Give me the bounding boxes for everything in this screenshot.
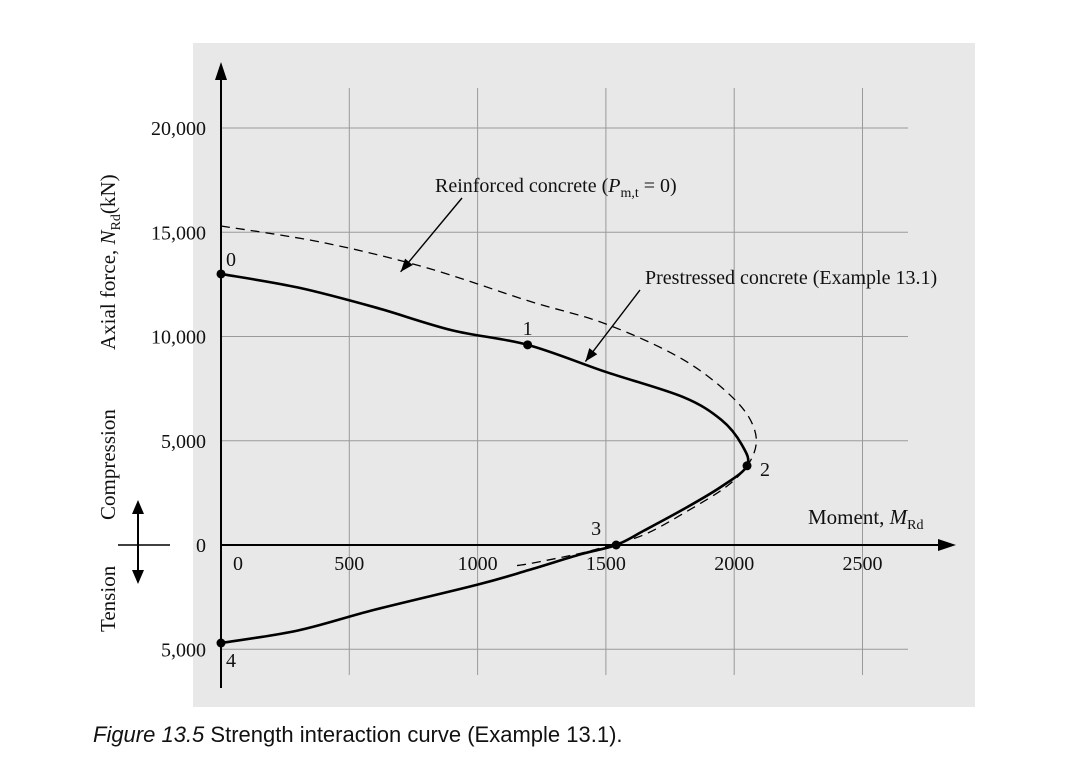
x-tick-label: 0	[233, 553, 243, 575]
axes	[215, 62, 956, 688]
caption-label: Figure 13.5	[93, 722, 205, 747]
x-tick-label: 500	[334, 553, 364, 575]
series-lines	[220, 225, 758, 645]
point-label: 0	[226, 249, 236, 271]
annotation-arrow-pc	[584, 289, 641, 362]
y-tick-label: 5,000	[161, 431, 206, 453]
y-tick-label: 5,000	[161, 639, 206, 661]
y-tick-label: 0	[196, 535, 206, 557]
axis-labels: Axial force, NRd(kN) Compression Tension Mo…	[96, 174, 924, 632]
x-tick-label: 2500	[843, 553, 883, 575]
caption-text: Strength interaction curve (Example 13.1…	[210, 722, 623, 747]
x-tick-label: 1000	[458, 553, 498, 575]
compression-label: Compression	[96, 409, 120, 520]
point-marker	[742, 461, 752, 471]
point-label: 2	[760, 459, 770, 481]
point-marker	[611, 540, 621, 550]
series-reinforced-concrete	[220, 225, 758, 567]
annotation-arrow-pc-head	[585, 348, 598, 362]
ct-arrow-down	[132, 570, 144, 584]
point-marker	[523, 340, 533, 350]
grid-lines	[221, 88, 908, 675]
x-tick-label: 1500	[586, 553, 626, 575]
ct-arrow-up	[132, 500, 144, 514]
y-tick-label: 15,000	[151, 222, 206, 244]
annotation-arrow-rc-head	[400, 258, 413, 272]
point-marker	[216, 638, 226, 648]
annotation-prestressed-concrete: Prestressed concrete (Example 13.1)	[645, 267, 937, 289]
annotations: Reinforced concrete (Pm,t = 0) Prestresse…	[400, 175, 937, 362]
key-points: 0 1 2 3 4	[216, 249, 770, 672]
y-axis-label: Axial force, NRd(kN)	[96, 174, 124, 350]
tension-label: Tension	[96, 565, 120, 632]
x-axis-arrow	[938, 539, 956, 551]
point-label: 3	[591, 518, 601, 540]
point-marker	[216, 269, 226, 279]
y-tick-label: 20,000	[151, 118, 206, 140]
annotation-arrow-rc	[400, 197, 463, 273]
annotation-reinforced-concrete: Reinforced concrete (Pm,t = 0)	[435, 175, 677, 201]
tick-labels: 0 500 1000 1500 2000 250020,00015,00010,0005,…	[151, 118, 883, 661]
figure-caption: Figure 13.5 Strength interaction curve (…	[93, 722, 623, 748]
point-label: 1	[523, 318, 533, 340]
x-axis-label: Moment, MRd	[808, 505, 924, 533]
y-tick-label: 10,000	[151, 327, 206, 349]
point-label: 4	[226, 650, 236, 672]
plot-background	[193, 43, 975, 707]
x-tick-label: 2000	[714, 553, 754, 575]
y-axis-arrow	[215, 62, 227, 80]
